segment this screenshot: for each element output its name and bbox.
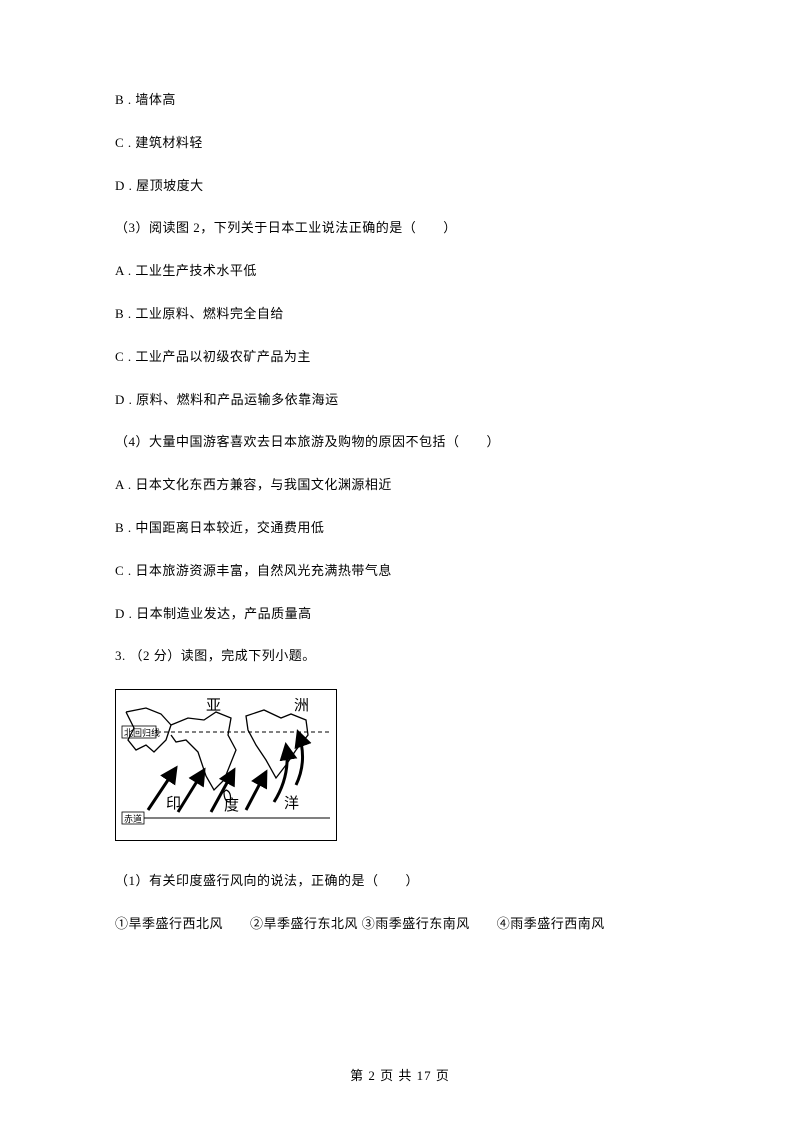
- page-footer: 第 2 页 共 17 页: [0, 1066, 800, 1087]
- option-text: D . 原料、燃料和产品运输多依靠海运: [115, 390, 685, 411]
- monsoon-map-svg: 亚 洲 印 度 洋 北回归线 赤道: [116, 690, 336, 840]
- option-text: C . 建筑材料轻: [115, 133, 685, 154]
- option-text: C . 日本旅游资源丰富，自然风光充满热带气息: [115, 561, 685, 582]
- option-items: ①旱季盛行西北风 ②旱季盛行东北风 ③雨季盛行东南风 ④雨季盛行西南风: [115, 914, 685, 935]
- map-label-india: 印: [166, 795, 181, 812]
- option-text: A . 日本文化东西方兼容，与我国文化渊源相近: [115, 475, 685, 496]
- map-label-degree: 度: [224, 797, 239, 814]
- option-text: B . 工业原料、燃料完全自给: [115, 304, 685, 325]
- question-stem: （3）阅读图 2，下列关于日本工业说法正确的是（ ）: [115, 218, 685, 239]
- map-label-ocean: 洋: [284, 795, 299, 812]
- option-text: A . 工业生产技术水平低: [115, 261, 685, 282]
- map-label-asia: 亚: [206, 698, 221, 714]
- exam-page: B . 墙体高 C . 建筑材料轻 D . 屋顶坡度大 （3）阅读图 2，下列关…: [0, 0, 800, 1132]
- option-text: D . 日本制造业发达，产品质量高: [115, 604, 685, 625]
- question-number: 3. （2 分）读图，完成下列小题。: [115, 646, 685, 667]
- question-stem: （1）有关印度盛行风向的说法，正确的是（ ）: [115, 871, 685, 892]
- question-stem: （4）大量中国游客喜欢去日本旅游及购物的原因不包括（ ）: [115, 432, 685, 453]
- map-label-tropic: 北回归线: [124, 727, 160, 738]
- map-label-equator: 赤道: [124, 813, 142, 824]
- option-text: B . 中国距离日本较近，交通费用低: [115, 518, 685, 539]
- option-text: D . 屋顶坡度大: [115, 176, 685, 197]
- option-text: C . 工业产品以初级农矿产品为主: [115, 347, 685, 368]
- map-figure: 亚 洲 印 度 洋 北回归线 赤道: [115, 689, 337, 841]
- option-text: B . 墙体高: [115, 90, 685, 111]
- map-label-continent: 洲: [294, 698, 309, 714]
